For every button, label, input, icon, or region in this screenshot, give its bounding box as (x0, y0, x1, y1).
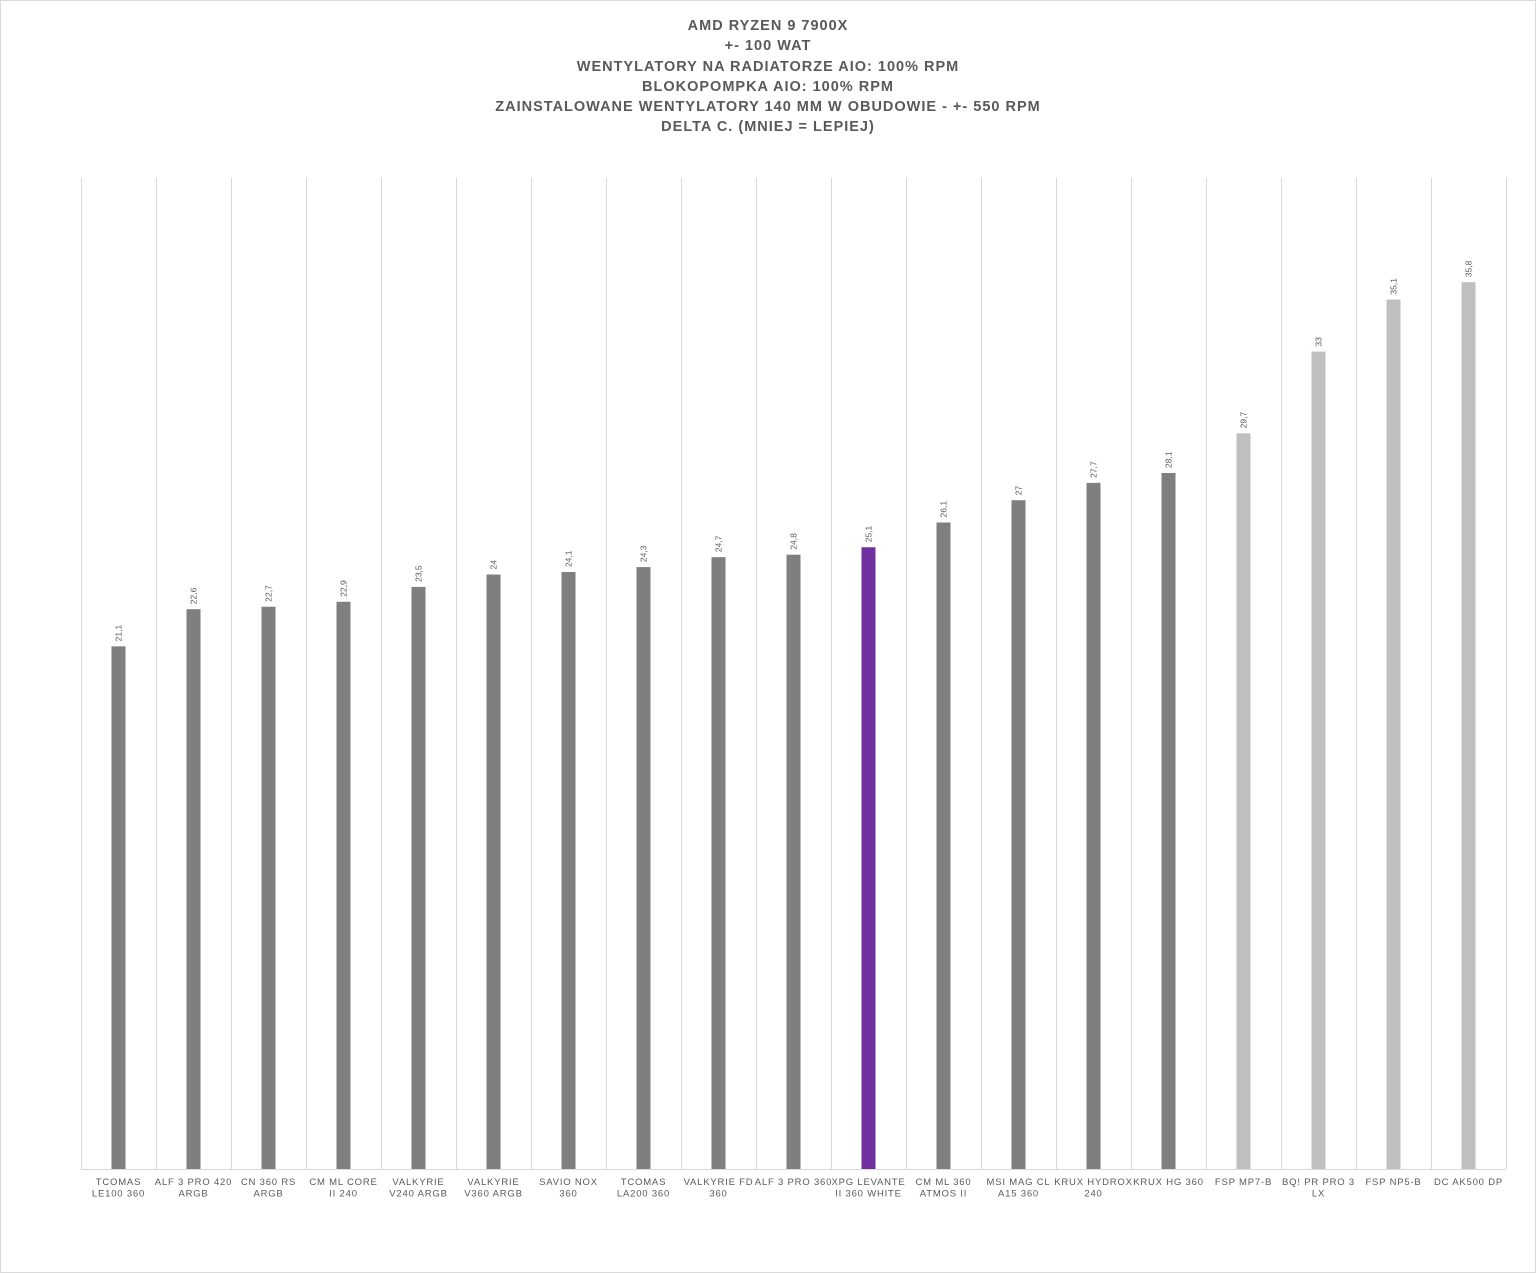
x-tick-label: XPG LEVANTE (831, 1177, 905, 1188)
x-tick-label: ARGB (178, 1189, 208, 1200)
bar (861, 547, 876, 1169)
bar (1086, 482, 1101, 1170)
x-tick-label: VALKYRIE (392, 1177, 444, 1188)
chart-title: AMD RYZEN 9 7900X +- 100 WAT WENTYLATORY… (0, 16, 1536, 138)
x-tick-label: TCOMAS (621, 1177, 666, 1188)
x-tick-label: VALKYRIE FD (684, 1177, 754, 1188)
x-tick-label: KRUX HG 360 (1133, 1177, 1204, 1188)
bar (786, 554, 801, 1169)
x-tick-label: SAVIO NOX (539, 1177, 598, 1188)
title-line: ZAINSTALOWANE WENTYLATORY 140 MM W OBUDO… (495, 99, 1041, 116)
x-tick-label: ATMOS II (920, 1189, 967, 1200)
x-tick-label: CM ML 360 (916, 1177, 972, 1188)
x-tick-label: LE100 360 (92, 1189, 145, 1200)
bar (411, 586, 426, 1169)
bar (711, 557, 726, 1169)
data-label: 24,8 (789, 533, 799, 550)
bar (1461, 282, 1476, 1169)
title-line: DELTA C. (MNIEJ = LEPIEJ) (661, 119, 875, 136)
x-tick-label: CN 360 RS (241, 1177, 296, 1188)
data-label: 25,1 (864, 525, 874, 542)
bar (1311, 351, 1326, 1170)
title-line: BLOKOPOMPKA AIO: 100% RPM (642, 78, 894, 95)
bar (186, 609, 201, 1169)
x-tick-label: FSP NP5-B (1365, 1177, 1421, 1188)
x-tick-label: V240 ARGB (389, 1189, 447, 1200)
x-tick-label: II 360 WHITE (835, 1189, 902, 1200)
title-line: AMD RYZEN 9 7900X (687, 18, 849, 34)
x-tick-label: LA200 360 (617, 1189, 670, 1200)
data-label: 21,1 (114, 625, 124, 642)
data-label: 23,5 (414, 565, 424, 582)
title-line: +- 100 WAT (724, 38, 812, 55)
title-line: WENTYLATORY NA RADIATORZE AIO: 100% RPM (576, 58, 960, 75)
bar (636, 567, 651, 1169)
data-label: 35,1 (1389, 278, 1399, 295)
bar (1386, 299, 1401, 1169)
bar (936, 522, 951, 1169)
x-tick-label: MSI MAG CL (987, 1177, 1051, 1188)
data-label: 33 (1314, 337, 1324, 347)
x-tick-label: TCOMAS (96, 1177, 141, 1188)
bar (561, 572, 576, 1169)
bar (336, 601, 351, 1169)
x-tick-label: 360 (709, 1189, 727, 1200)
x-tick-label: 240 (1084, 1189, 1102, 1200)
x-tick-label: FSP MP7-B (1215, 1177, 1272, 1188)
x-tick-label: V360 ARGB (464, 1189, 522, 1200)
x-tick-label: KRUX HYDROX (1054, 1177, 1132, 1188)
x-tick-label: ALF 3 PRO 360 (755, 1177, 832, 1188)
data-label: 26,1 (939, 501, 949, 518)
bar (1011, 500, 1026, 1170)
data-label: 24,3 (639, 545, 649, 562)
data-label: 22,7 (264, 585, 274, 602)
data-label: 22,9 (339, 580, 349, 597)
bar (486, 574, 501, 1169)
data-label: 24 (489, 560, 499, 570)
data-label: 27,7 (1089, 461, 1099, 478)
x-tick-label: DC AK500 DP (1434, 1177, 1503, 1188)
bar (111, 646, 126, 1169)
bar (1236, 433, 1251, 1169)
x-tick-label: II 240 (329, 1189, 358, 1200)
data-label: 28,1 (1164, 451, 1174, 468)
x-tick-label: LX (1312, 1189, 1325, 1200)
bar (1161, 472, 1176, 1169)
x-tick-label: 360 (559, 1189, 577, 1200)
x-tick-label: ARGB (253, 1189, 283, 1200)
data-label: 27 (1014, 485, 1024, 495)
data-label: 29,7 (1239, 412, 1249, 429)
x-tick-label: BQ! PR PRO 3 (1282, 1177, 1355, 1188)
bar (261, 606, 276, 1169)
data-label: 24,7 (714, 535, 724, 552)
data-label: 24,1 (564, 550, 574, 567)
x-tick-label: A15 360 (998, 1189, 1039, 1200)
x-tick-label: CM ML CORE (309, 1177, 377, 1188)
x-tick-label: ALF 3 PRO 420 (155, 1177, 232, 1188)
data-label: 35,8 (1464, 260, 1474, 277)
x-tick-label: VALKYRIE (467, 1177, 519, 1188)
data-label: 22,6 (189, 587, 199, 604)
